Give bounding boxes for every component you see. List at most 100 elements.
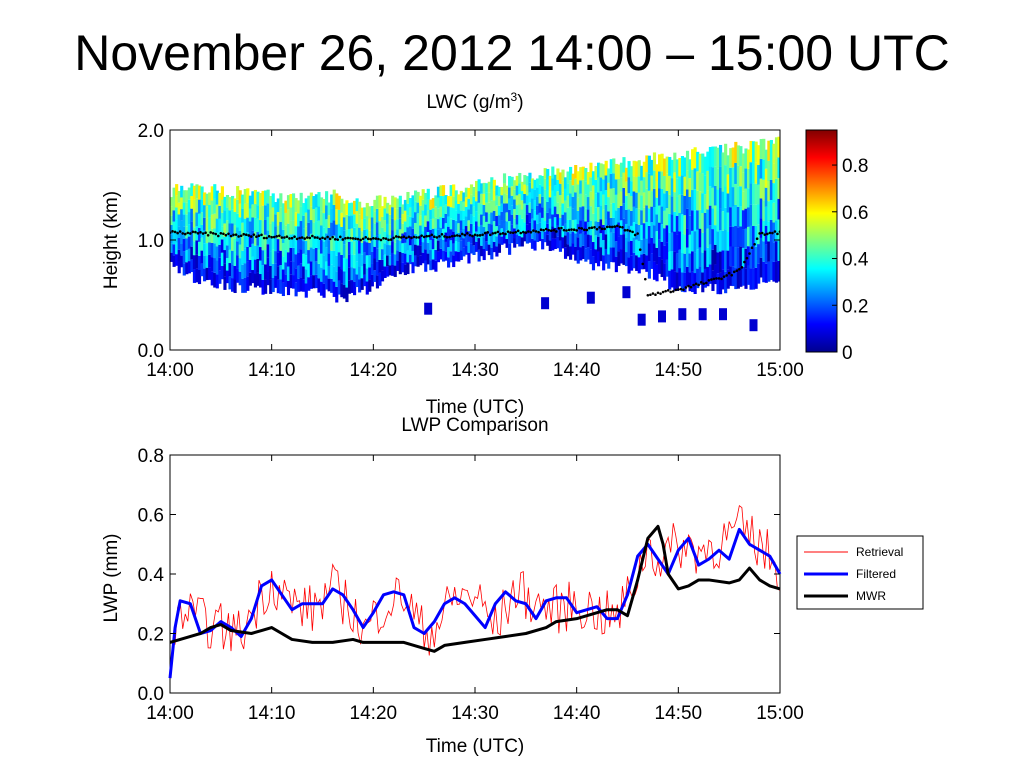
heatmap-cell xyxy=(536,232,540,243)
heatmap-cell xyxy=(355,249,359,262)
heatmap-cell xyxy=(757,263,761,284)
heatmap-cell xyxy=(378,195,382,209)
heatmap-cell xyxy=(658,188,662,206)
heatmap-cell xyxy=(251,270,255,284)
heatmap-cell xyxy=(330,264,334,279)
heatmap-cell xyxy=(294,226,298,241)
heatmap-cell xyxy=(228,249,232,264)
heatmap-cell xyxy=(680,233,685,254)
heatmap-cell xyxy=(736,268,740,289)
heatmap-cell xyxy=(231,264,235,279)
heatmap-cell xyxy=(411,228,415,240)
heatmap-cell xyxy=(177,237,181,250)
heatmap-cell xyxy=(510,205,514,215)
heatmap-cell xyxy=(396,239,400,251)
heatmap-cell xyxy=(345,229,349,244)
heatmap-cell xyxy=(574,219,578,234)
heatmap-cell xyxy=(655,231,659,248)
heatmap-cell xyxy=(599,219,603,234)
heatmap-cell xyxy=(680,156,685,176)
heatmap-cell xyxy=(421,189,425,200)
heatmap-cell xyxy=(500,203,504,212)
heatmap-cell xyxy=(271,277,275,293)
heatmap-cell xyxy=(292,275,296,289)
heatmap-cell xyxy=(454,210,458,221)
heatmap-cell xyxy=(505,221,509,231)
mwr-base-marker xyxy=(613,225,617,228)
heatmap-cell xyxy=(640,165,644,181)
heatmap-cell xyxy=(345,214,349,230)
heatmap-cell xyxy=(515,185,519,196)
heatmap-cell xyxy=(594,249,598,264)
mwr-base-marker xyxy=(684,286,688,289)
heatmap-cell xyxy=(736,186,740,207)
heatmap-cell xyxy=(566,219,570,233)
mwr-base-marker xyxy=(295,237,299,241)
heatmap-cell xyxy=(757,184,761,205)
heatmap-cell xyxy=(731,206,735,227)
heatmap-cell xyxy=(347,229,352,242)
heatmap-cell xyxy=(182,263,186,276)
heatmap-cell xyxy=(434,239,438,250)
heatmap-cell xyxy=(182,251,186,264)
mwr-base-marker xyxy=(776,232,779,236)
heatmap-cell xyxy=(762,261,766,283)
heatmap-cell xyxy=(744,168,748,189)
mwr-base-marker xyxy=(491,232,495,235)
heatmap-cell xyxy=(180,220,184,233)
heatmap-cell xyxy=(434,217,438,229)
heatmap-cell xyxy=(622,249,626,265)
heatmap-cell xyxy=(408,226,413,236)
heatmap-cell xyxy=(772,261,776,282)
heatmap-cell xyxy=(665,242,669,260)
heatmap-cell xyxy=(777,240,780,261)
heatmap-cell xyxy=(421,199,425,211)
heatmap-cell xyxy=(553,206,557,218)
heatmap-cell xyxy=(538,212,542,223)
heatmap-cell xyxy=(256,205,260,219)
heatmap-cell xyxy=(647,261,651,279)
heatmap-cell xyxy=(276,198,280,212)
heatmap-cell xyxy=(731,246,735,267)
heatmap-cell xyxy=(215,246,219,261)
heatmap-cell xyxy=(309,206,313,221)
mwr-base-marker xyxy=(626,228,629,232)
heatmap-cell xyxy=(314,274,319,289)
heatmap-cell xyxy=(551,202,555,215)
heatmap-cell xyxy=(698,228,702,248)
heatmap-cell xyxy=(675,196,679,216)
heatmap-cell xyxy=(350,254,354,268)
heatmap-cell xyxy=(175,195,179,208)
heatmap-cell xyxy=(602,194,606,210)
heatmap-cell xyxy=(642,177,646,193)
heatmap-cell xyxy=(683,157,687,177)
mwr-base-marker xyxy=(544,227,548,231)
heatmap-cell xyxy=(502,173,507,184)
heatmap-cell xyxy=(236,186,240,200)
heatmap-cell xyxy=(403,199,407,211)
heatmap-cell xyxy=(327,227,331,241)
heatmap-cell xyxy=(281,216,285,230)
mwr-base-marker xyxy=(285,235,289,239)
heatmap-cell xyxy=(424,192,428,205)
heatmap-cell xyxy=(726,269,730,289)
heatmap-cell xyxy=(594,166,598,180)
heatmap-cell xyxy=(609,188,613,204)
heatmap-cell xyxy=(579,207,583,221)
heatmap-cell xyxy=(469,194,474,205)
mwr-base-marker xyxy=(567,228,571,232)
heatmap-cell xyxy=(767,241,771,262)
heatmap-cell xyxy=(332,250,336,267)
mwr-base-marker xyxy=(224,233,228,237)
heatmap-cell xyxy=(365,229,369,243)
heatmap-cell xyxy=(680,194,685,215)
heatmap-cell xyxy=(670,232,674,252)
heatmap-cell xyxy=(281,203,285,217)
heatmap-cell xyxy=(472,225,476,236)
heatmap-cell xyxy=(612,217,616,233)
heatmap-cell xyxy=(563,247,568,259)
heatmap-cell xyxy=(597,221,601,237)
heatmap-cell xyxy=(279,207,283,223)
heatmap-cell xyxy=(741,210,746,230)
heatmap-cell xyxy=(218,192,222,206)
